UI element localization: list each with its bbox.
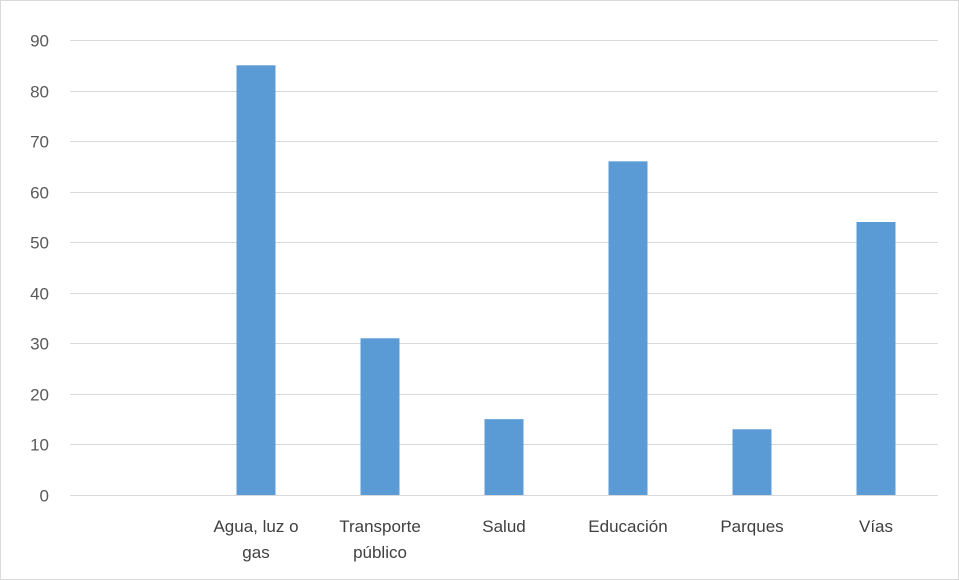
x-tick-label: Parques	[720, 517, 783, 536]
y-axis-ticks: 0 10 20 30 40 50 60 70 80 90	[30, 32, 49, 506]
bar	[236, 65, 276, 496]
x-tick-label: Vías	[859, 517, 893, 536]
y-tick-label: 30	[30, 335, 49, 354]
y-tick-label: 50	[30, 234, 49, 253]
bar	[360, 338, 400, 495]
bar	[856, 222, 896, 495]
bar	[732, 429, 772, 495]
y-tick-label: 10	[30, 436, 49, 455]
y-tick-label: 70	[30, 133, 49, 152]
bars	[236, 65, 896, 496]
gridlines	[70, 40, 938, 496]
x-tick-label: Agua, luz o	[213, 517, 298, 536]
x-tick-label: público	[353, 543, 407, 562]
y-tick-label: 60	[30, 184, 49, 203]
y-tick-label: 40	[30, 285, 49, 304]
x-tick-label: Educación	[588, 517, 667, 536]
y-tick-label: 90	[30, 32, 49, 51]
x-tick-label: Transporte	[339, 517, 421, 536]
x-tick-label: Salud	[482, 517, 525, 536]
x-axis-labels: Agua, luz o gas Transporte público Salud Educ…	[213, 517, 893, 562]
bar	[484, 419, 524, 495]
y-tick-label: 80	[30, 83, 49, 102]
x-tick-label: gas	[242, 543, 269, 562]
y-tick-label: 0	[40, 487, 49, 506]
y-tick-label: 20	[30, 386, 49, 405]
bar	[608, 161, 648, 496]
